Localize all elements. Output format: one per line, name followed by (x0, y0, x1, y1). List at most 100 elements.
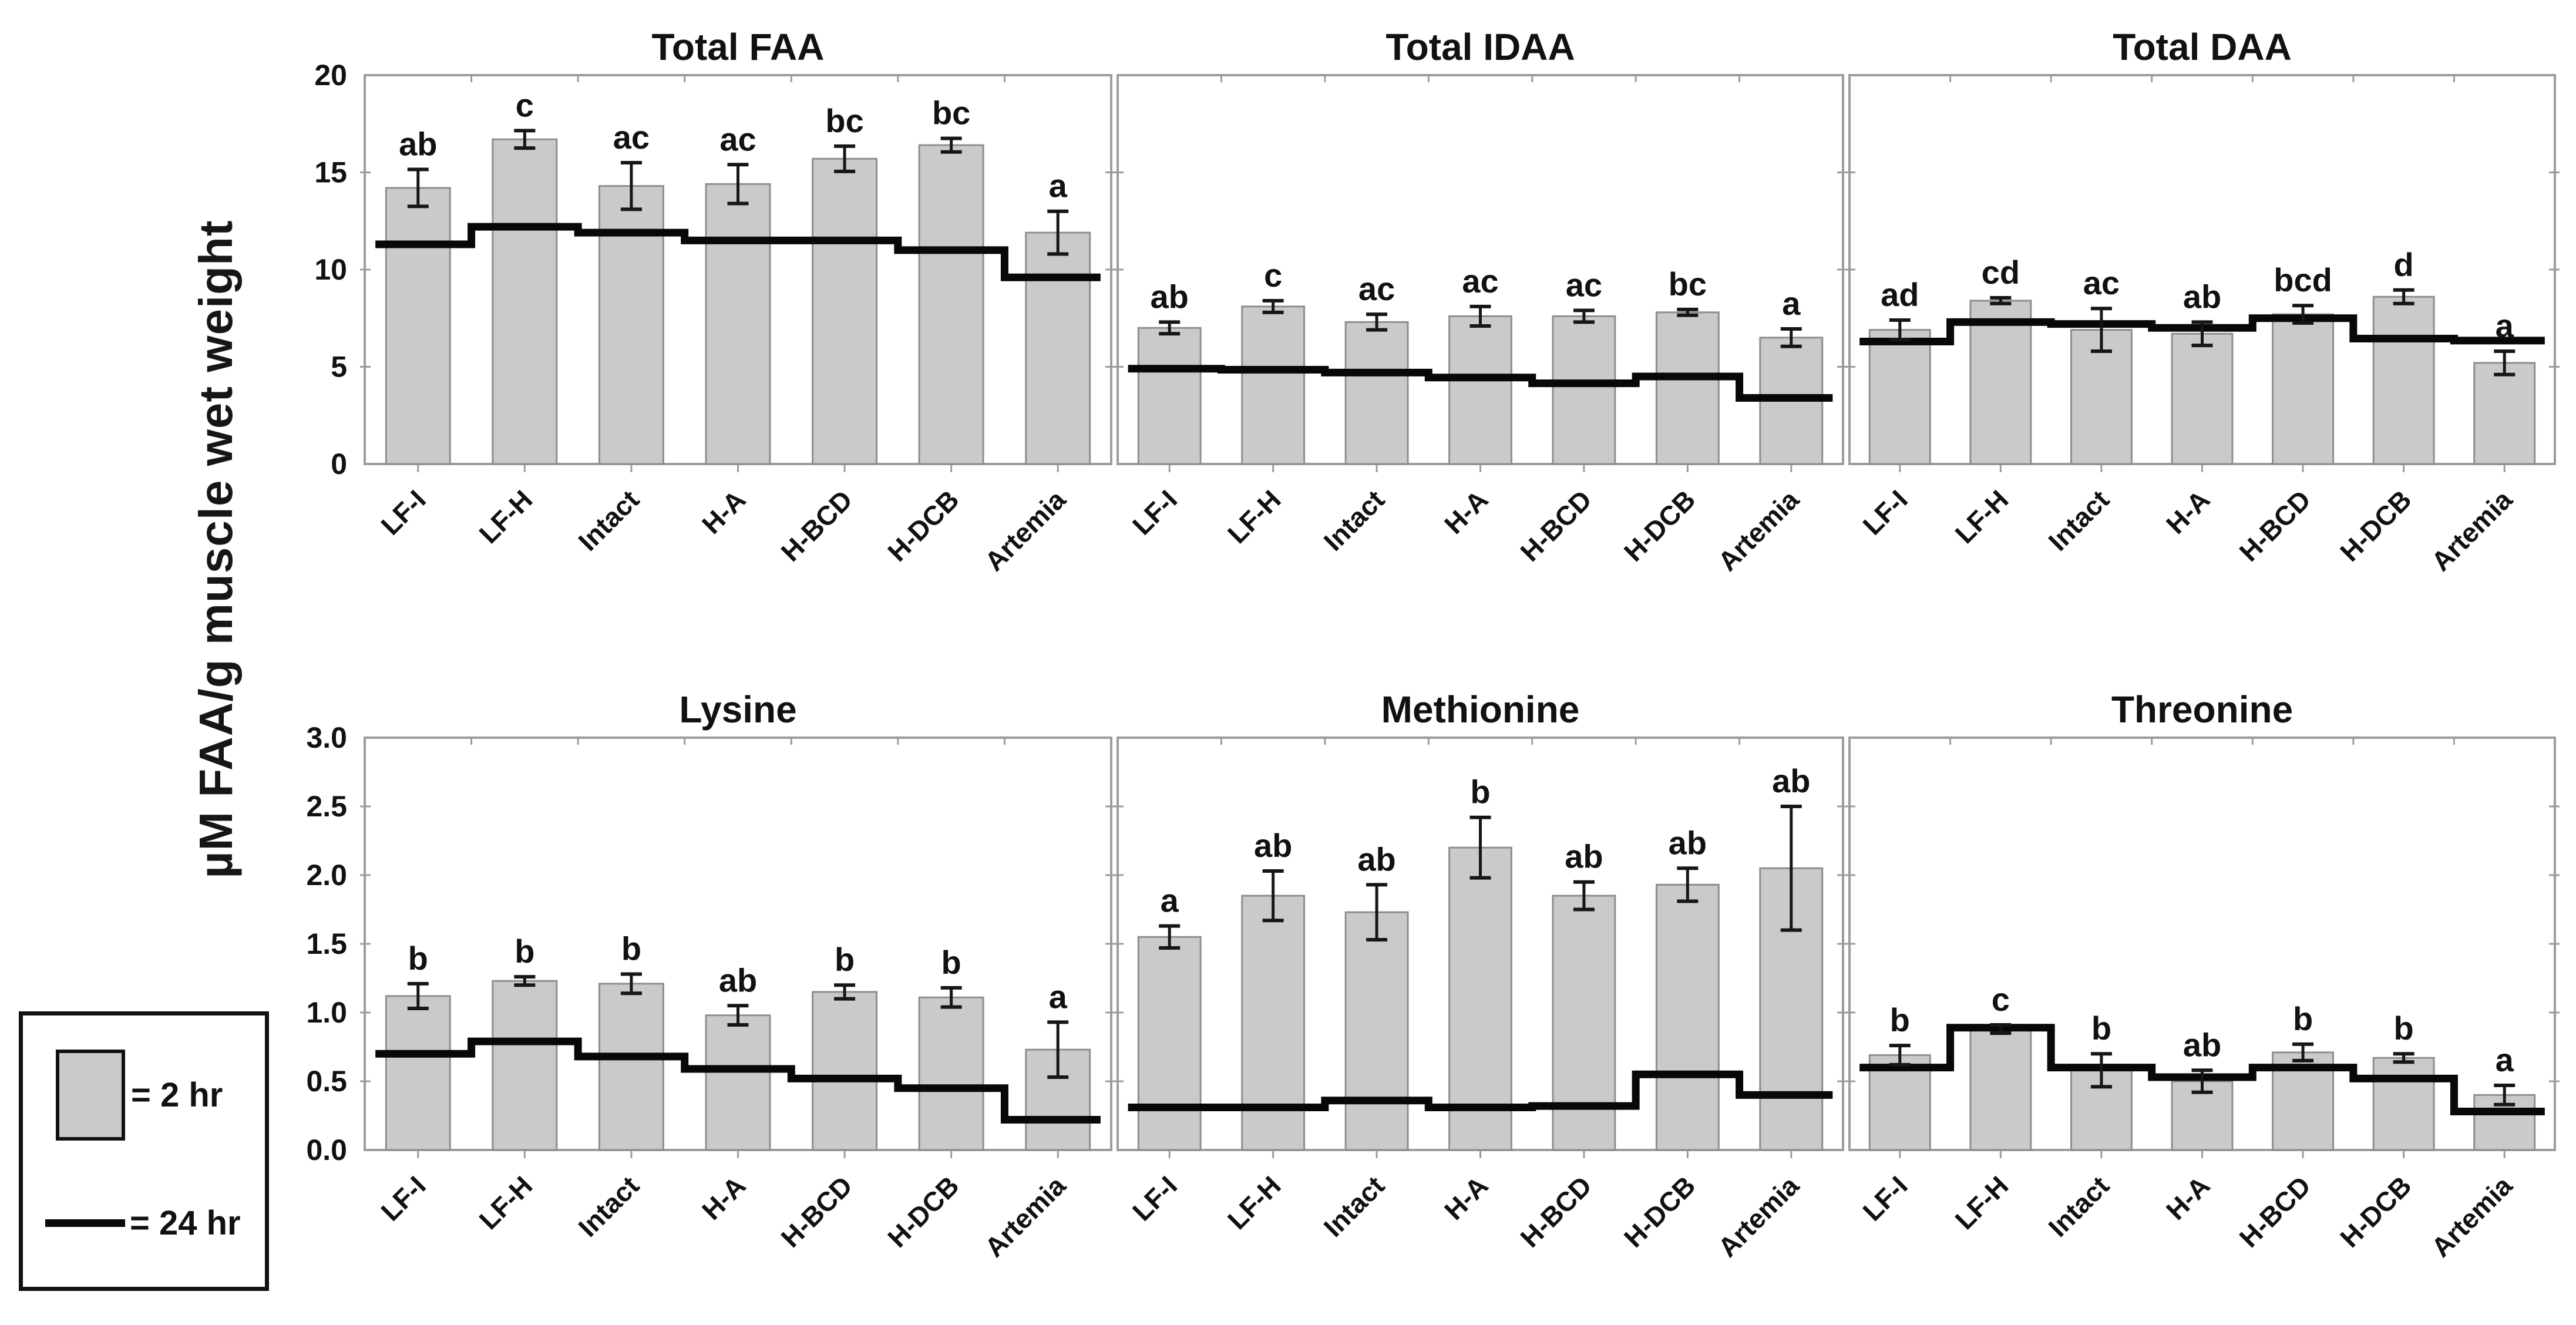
legend-24hr-row: = 24 hr (45, 1203, 241, 1243)
bar (598, 185, 664, 465)
x-category-label: H-BCD (1514, 1170, 1598, 1253)
bar (1552, 894, 1616, 1151)
sig-letter: ab (1254, 827, 1292, 864)
sig-letter: bcd (2274, 261, 2332, 298)
y-tick-label: 0.5 (306, 1065, 347, 1098)
sig-letter: a (2496, 1041, 2514, 1078)
sig-letter: a (2496, 307, 2514, 344)
x-category-label: LF-I (1126, 1170, 1183, 1226)
y-tick-label: 1.0 (306, 996, 347, 1029)
x-category-label: H-BCD (2234, 484, 2317, 567)
bar (1655, 311, 1720, 465)
legend-line-label: = 24 hr (130, 1204, 241, 1242)
x-category-label: Intact (2042, 484, 2115, 557)
panel-title: Total DAA (2113, 26, 2292, 68)
sig-letter: b (2091, 1010, 2111, 1047)
sig-letter: bc (1669, 265, 1707, 302)
x-category-label: Intact (572, 1170, 645, 1243)
sig-letter: ac (719, 120, 756, 157)
sig-letter: a (1782, 285, 1801, 322)
y-tick-label: 2.0 (306, 859, 347, 892)
x-category-label: Artemia (978, 484, 1071, 577)
bar (918, 996, 984, 1151)
bar (492, 138, 558, 465)
x-category-label: LF-H (473, 484, 539, 549)
step-line-24hr (375, 223, 1101, 281)
x-category-label: LF-I (375, 1170, 431, 1226)
sig-letter: ac (1566, 267, 1602, 304)
bar (1552, 315, 1616, 465)
legend-bar-label: = 2 hr (131, 1076, 223, 1114)
sig-letter: c (516, 86, 534, 123)
bar (2272, 313, 2335, 465)
sig-letter: ab (1772, 762, 1810, 799)
sig-letter: ab (719, 961, 757, 998)
x-category-label: LF-I (375, 484, 431, 540)
x-category-label: Intact (1318, 1170, 1391, 1243)
x-category-label: H-BCD (775, 484, 859, 567)
x-category-label: Artemia (2425, 484, 2518, 577)
panel-title: Methionine (1381, 688, 1580, 731)
sig-letter: ab (1151, 278, 1189, 315)
legend: = 2 hr = 24 hr (19, 1011, 269, 1291)
x-category-label: LF-I (1126, 484, 1183, 540)
sig-letter: b (1890, 1001, 1910, 1038)
x-category-label: H-DCB (1618, 484, 1701, 567)
bar (1448, 315, 1512, 465)
bar (918, 144, 984, 465)
bar (1241, 894, 1306, 1151)
x-category-label: H-A (2160, 484, 2216, 540)
panel-title: Total IDAA (1385, 26, 1575, 68)
sig-letter: cd (1982, 254, 2020, 291)
bar (2372, 1057, 2435, 1151)
x-category-label: H-A (1438, 1170, 1494, 1226)
bar (1241, 305, 1306, 465)
bar (1344, 321, 1409, 465)
bar (2171, 332, 2234, 465)
bar (1448, 846, 1512, 1151)
bar (492, 980, 558, 1151)
x-category-label: Artemia (1712, 484, 1805, 577)
x-category-label: H-A (1438, 484, 1494, 540)
sig-letter: a (1049, 978, 1068, 1015)
y-tick-label: 10 (314, 253, 347, 286)
bar (812, 991, 878, 1151)
bar (2372, 295, 2435, 465)
sig-letter: a (1161, 882, 1179, 919)
legend-line-swatch (45, 1219, 125, 1227)
sig-letter: ab (1565, 838, 1603, 875)
y-tick-label: 3.0 (306, 721, 347, 754)
sig-letter: b (835, 941, 855, 978)
bar (2473, 362, 2536, 465)
panel-title: Threonine (2111, 688, 2293, 731)
bar (705, 183, 771, 465)
bar (1025, 231, 1091, 465)
x-category-label: LF-I (1857, 484, 1913, 540)
bar (1137, 327, 1202, 465)
x-category-label: Artemia (1712, 1170, 1805, 1263)
legend-bar-swatch (56, 1050, 125, 1141)
y-tick-label: 0 (331, 448, 347, 480)
panel-title: Total FAA (652, 26, 825, 68)
x-category-label: H-DCB (1618, 1170, 1701, 1253)
sig-letter: c (1992, 981, 2010, 1018)
x-category-label: LF-H (473, 1170, 539, 1235)
x-category-label: LF-H (1222, 1170, 1287, 1235)
sig-letter: bc (825, 102, 863, 139)
bar (1137, 936, 1202, 1151)
x-category-label: Artemia (2425, 1170, 2518, 1263)
bar (705, 1014, 771, 1151)
bar (812, 157, 878, 465)
bar (1868, 329, 1931, 465)
sig-letter: c (1264, 257, 1282, 294)
y-tick-label: 15 (314, 156, 347, 189)
x-category-label: H-A (696, 1170, 752, 1226)
x-category-label: H-DCB (2334, 484, 2417, 567)
y-tick-label: 5 (331, 351, 347, 384)
x-category-label: Intact (1318, 484, 1391, 557)
bar (1969, 300, 2032, 465)
step-line-24hr (1128, 1070, 1833, 1111)
y-tick-label: 20 (314, 59, 347, 92)
sig-letter: ac (1462, 263, 1498, 300)
